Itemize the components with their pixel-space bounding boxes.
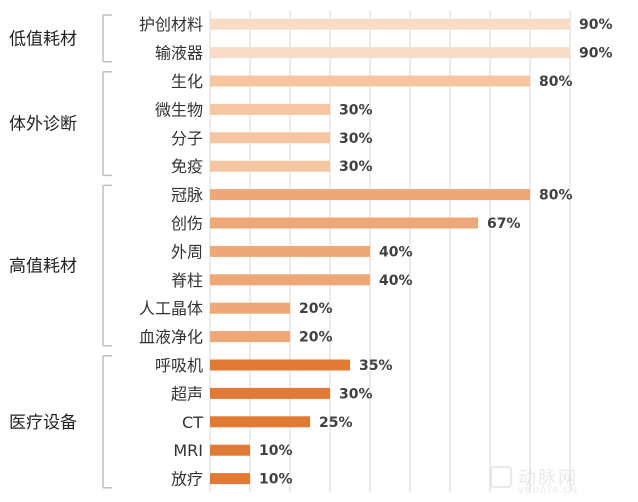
category-label: 冠脉 xyxy=(171,186,203,205)
category-label: 生化 xyxy=(171,72,203,91)
category-label: MRI xyxy=(173,441,203,460)
bar xyxy=(210,359,350,371)
category-label: 护创材料 xyxy=(139,15,203,34)
data-label: 30% xyxy=(339,131,373,147)
bar xyxy=(210,387,330,399)
watermark-logo-icon xyxy=(490,466,512,488)
bar xyxy=(210,331,290,343)
data-label: 30% xyxy=(339,159,373,175)
bar xyxy=(210,103,330,115)
category-label: 微生物 xyxy=(155,100,203,119)
bar xyxy=(210,302,290,314)
watermark-name: 动脉网 xyxy=(518,468,578,489)
category-label: 呼吸机 xyxy=(155,356,203,375)
bar xyxy=(210,274,370,286)
data-label: 80% xyxy=(539,188,573,204)
watermark-url: VBDATA.CN xyxy=(518,486,579,496)
data-label: 35% xyxy=(359,358,393,374)
data-label: 30% xyxy=(339,386,373,402)
data-label: 80% xyxy=(539,74,573,90)
bar xyxy=(210,47,570,59)
group-label: 高值耗材 xyxy=(9,257,77,277)
group-label: 医疗设备 xyxy=(9,413,77,433)
bar xyxy=(210,75,530,87)
data-label: 40% xyxy=(379,244,413,260)
category-label: 创伤 xyxy=(171,214,203,233)
data-label: 40% xyxy=(379,273,413,289)
bar xyxy=(210,245,370,257)
group-label: 低值耗材 xyxy=(9,29,77,49)
category-label: CT xyxy=(182,413,203,432)
bar xyxy=(210,132,330,144)
category-label: 外周 xyxy=(171,242,203,261)
data-label: 90% xyxy=(579,17,613,33)
category-label: 分子 xyxy=(171,129,203,148)
data-label: 67% xyxy=(487,216,521,232)
category-label: 输液器 xyxy=(155,44,203,63)
data-label: 20% xyxy=(299,301,333,317)
data-label: 30% xyxy=(339,102,373,118)
category-label: 超声 xyxy=(171,384,203,403)
data-label: 10% xyxy=(259,472,293,488)
bar xyxy=(210,189,530,201)
bar xyxy=(210,160,330,172)
category-label: 脊柱 xyxy=(171,271,203,290)
category-label: 血液净化 xyxy=(139,328,203,347)
bar xyxy=(210,416,310,428)
watermark: 动脉网 VBDATA.CN xyxy=(490,464,630,498)
data-label: 90% xyxy=(579,46,613,62)
category-label: 免疫 xyxy=(171,157,203,176)
group-label: 体外诊断 xyxy=(9,115,77,135)
bar xyxy=(210,217,478,229)
bar xyxy=(210,444,250,456)
data-label: 10% xyxy=(259,443,293,459)
bar xyxy=(210,18,570,30)
category-label: 人工晶体 xyxy=(139,299,203,318)
category-label: 放疗 xyxy=(171,470,203,489)
data-label: 25% xyxy=(319,415,353,431)
data-label: 20% xyxy=(299,330,333,346)
bar xyxy=(210,473,250,485)
